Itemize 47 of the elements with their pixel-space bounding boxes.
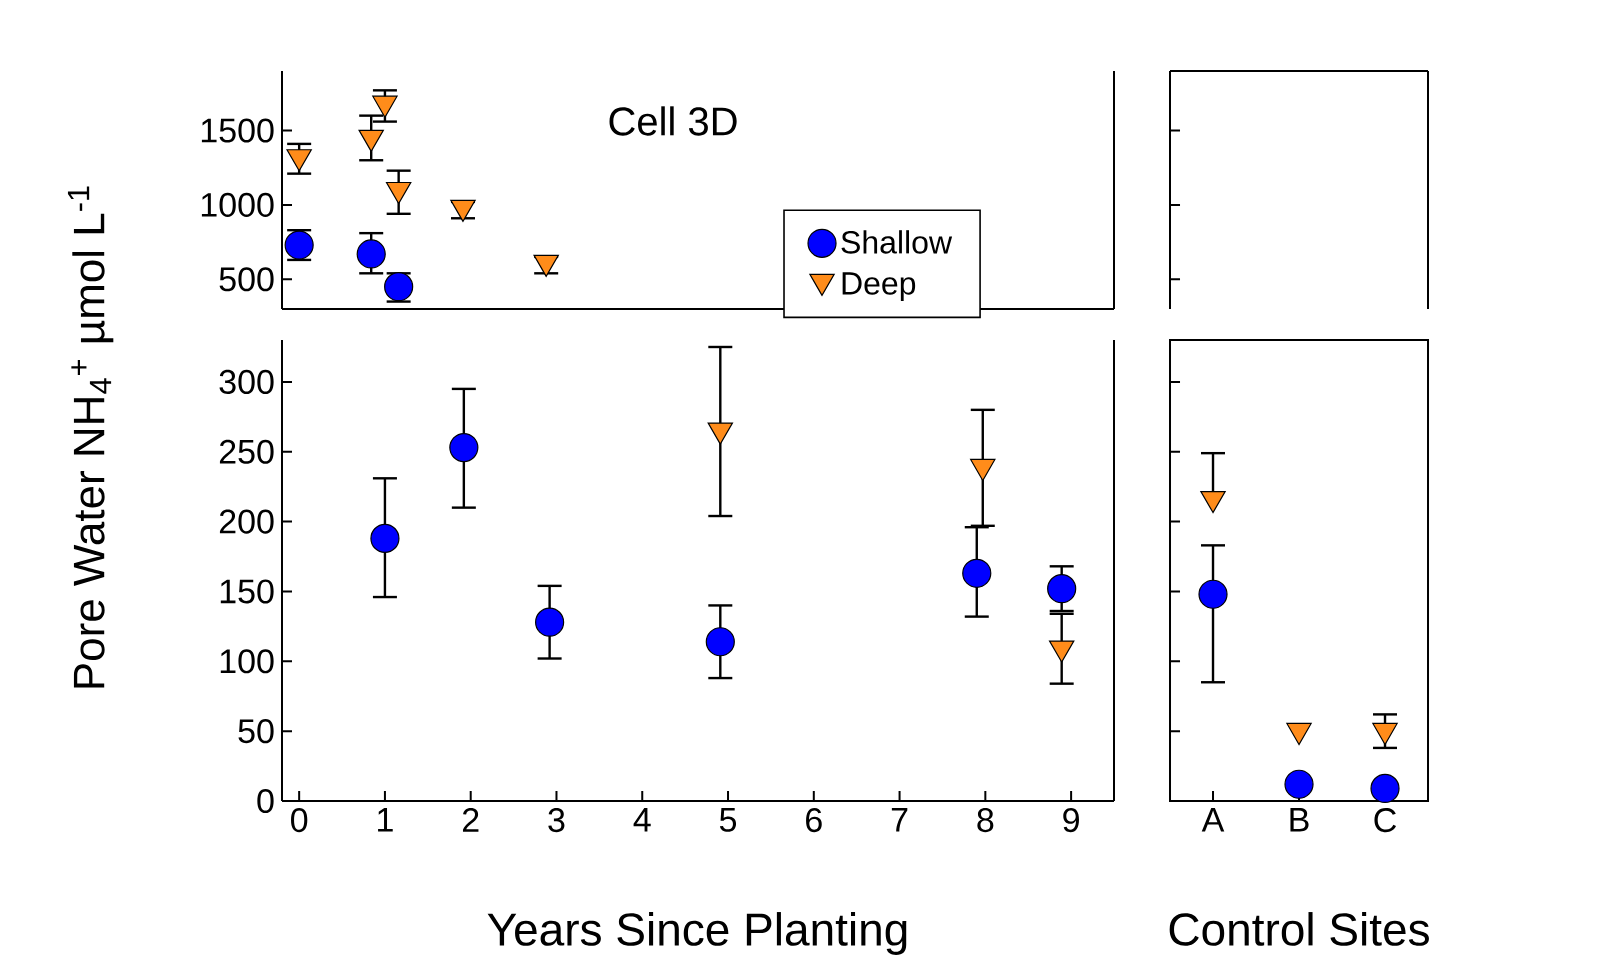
point bbox=[1200, 490, 1226, 514]
y-axis-title: Pore Water NH$_{4}$$^{+}$ µmol L$^{-1}$ bbox=[67, 186, 114, 688]
point bbox=[358, 129, 384, 153]
y-tick-label: 100 bbox=[220, 649, 274, 674]
x-tick-label: 3 bbox=[548, 808, 565, 833]
point bbox=[1286, 722, 1312, 746]
point bbox=[370, 523, 400, 553]
point bbox=[1198, 579, 1228, 609]
point bbox=[962, 558, 992, 588]
point bbox=[970, 458, 996, 482]
point bbox=[372, 95, 398, 118]
x-tick-label: 1 bbox=[378, 808, 393, 832]
point bbox=[449, 432, 479, 463]
x-tick-label: 4 bbox=[633, 808, 651, 832]
y-tick-label: 1500 bbox=[201, 118, 274, 143]
x-tick-label: B bbox=[1290, 808, 1309, 832]
point bbox=[707, 422, 734, 445]
point bbox=[1047, 574, 1077, 604]
x-tick-label: 8 bbox=[977, 808, 994, 833]
y-tick-label: 0 bbox=[257, 788, 274, 814]
point bbox=[705, 627, 735, 657]
x-tick-label: 5 bbox=[719, 808, 737, 832]
x-tick-label: 7 bbox=[891, 808, 908, 832]
point bbox=[356, 239, 386, 269]
y-tick-label: 150 bbox=[220, 579, 274, 604]
x-tick-label: 9 bbox=[1063, 808, 1079, 833]
x-tick-label: C bbox=[1374, 808, 1397, 833]
x-axis-title: Control Sites bbox=[1169, 912, 1429, 946]
x-tick-label: 2 bbox=[462, 808, 479, 832]
x-tick-label: 0 bbox=[291, 808, 308, 833]
x-axis-title: Years Since Planting bbox=[487, 912, 907, 955]
x-tick-label: 6 bbox=[806, 808, 822, 833]
x-tick-label: A bbox=[1201, 808, 1225, 832]
point bbox=[535, 607, 565, 637]
point bbox=[1284, 769, 1314, 799]
y-tick-label: 1000 bbox=[201, 192, 274, 217]
y-tick-label: 50 bbox=[238, 719, 274, 744]
point bbox=[1370, 773, 1400, 804]
point bbox=[385, 181, 412, 205]
y-tick-label: 200 bbox=[219, 509, 274, 534]
y-tick-label: 300 bbox=[219, 369, 274, 394]
y-tick-label: 500 bbox=[219, 267, 274, 292]
legend-label: Shallow bbox=[841, 230, 953, 254]
legend-label: Deep bbox=[842, 272, 916, 302]
annotation: Cell 3D bbox=[609, 106, 737, 136]
point bbox=[1048, 640, 1075, 663]
y-tick-label: 250 bbox=[219, 439, 274, 464]
